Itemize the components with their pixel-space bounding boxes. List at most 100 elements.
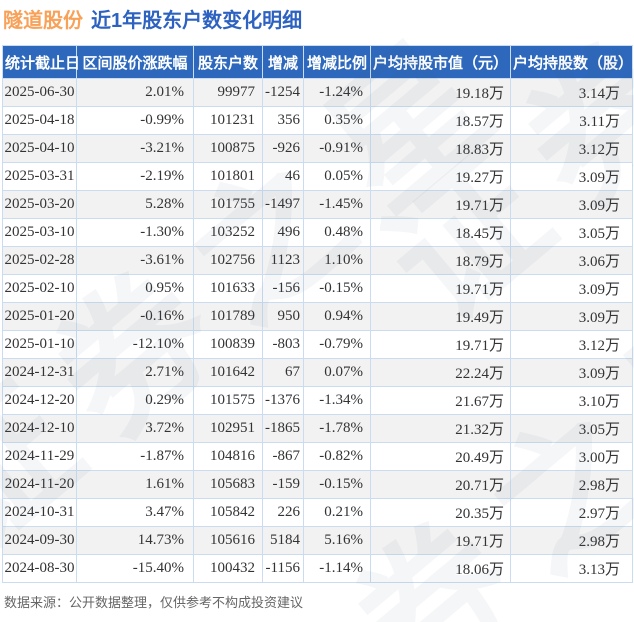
cell-date: 2025-04-18 xyxy=(2,106,77,135)
cell-holders: 102951 xyxy=(193,414,263,443)
page-title: 隧道股份 近1年股东户数变化明细 xyxy=(0,0,634,34)
cell-avg-shares: 3.09万 xyxy=(510,162,633,191)
cell-avg-shares: 2.98万 xyxy=(510,526,633,555)
cell-avg-shares: 3.09万 xyxy=(510,302,633,331)
cell-range-change: 3.72% xyxy=(76,414,194,443)
cell-avg-market-value: 18.79万 xyxy=(370,246,511,275)
cell-date: 2025-04-10 xyxy=(2,134,77,163)
column-header-change: 增减 xyxy=(262,45,304,79)
cell-range-change: -12.10% xyxy=(76,330,194,359)
cell-change-ratio: 0.07% xyxy=(303,358,371,387)
column-header-date: 统计截止日 xyxy=(2,45,80,79)
table-row: 2024-09-30 14.73% 105616 5184 5.16% 19.71万 2.9… xyxy=(2,526,633,555)
cell-change-ratio: 0.05% xyxy=(303,162,371,191)
cell-range-change: -0.16% xyxy=(76,302,194,331)
cell-range-change: 0.29% xyxy=(76,386,194,415)
cell-avg-shares: 3.10万 xyxy=(510,386,633,415)
cell-avg-shares: 3.12万 xyxy=(510,134,633,163)
cell-range-change: -0.99% xyxy=(76,106,194,135)
cell-avg-market-value: 21.67万 xyxy=(370,386,511,415)
cell-range-change: 3.47% xyxy=(76,498,194,527)
cell-holders: 100875 xyxy=(193,134,263,163)
table-row: 2024-10-31 3.47% 105842 226 0.21% 20.35万 2.97万 xyxy=(2,498,633,527)
cell-avg-shares: 3.13万 xyxy=(510,554,633,583)
cell-avg-market-value: 18.06万 xyxy=(370,554,511,583)
cell-date: 2024-12-20 xyxy=(2,386,77,415)
cell-date: 2025-03-10 xyxy=(2,218,77,247)
table-row: 2025-01-10 -12.10% 100839 -803 -0.79% 19.71万 3… xyxy=(2,330,633,359)
cell-date: 2025-02-28 xyxy=(2,246,77,275)
cell-avg-shares: 3.11万 xyxy=(510,106,633,135)
table-row: 2025-04-18 -0.99% 101231 356 0.35% 18.57万 3.11… xyxy=(2,106,633,135)
column-header-change-ratio: 增减比例 xyxy=(303,45,371,79)
cell-holders: 100432 xyxy=(193,554,263,583)
cell-range-change: -15.40% xyxy=(76,554,194,583)
cell-avg-market-value: 22.24万 xyxy=(370,358,511,387)
table-row: 2025-04-10 -3.21% 100875 -926 -0.91% 18.83万 3.… xyxy=(2,134,633,163)
data-source-disclaimer: 数据来源：公开数据整理，仅供参考不构成投资建议 xyxy=(4,595,304,610)
cell-change: -1497 xyxy=(262,190,304,219)
cell-date: 2024-11-29 xyxy=(2,442,77,471)
cell-change: -1376 xyxy=(262,386,304,415)
cell-date: 2024-11-20 xyxy=(2,470,77,499)
table-header: 统计截止日 区间股价涨跌幅 股东户数 增减 增减比例 户均持股市值（元） 户均持股数（股） xyxy=(2,45,633,79)
cell-range-change: -3.21% xyxy=(76,134,194,163)
cell-avg-shares: 3.14万 xyxy=(510,78,633,107)
cell-change-ratio: 5.16% xyxy=(303,526,371,555)
cell-holders: 105616 xyxy=(193,526,263,555)
cell-holders: 101575 xyxy=(193,386,263,415)
cell-avg-shares: 3.00万 xyxy=(510,442,633,471)
cell-avg-shares: 3.09万 xyxy=(510,358,633,387)
cell-range-change: -3.61% xyxy=(76,246,194,275)
cell-avg-market-value: 18.45万 xyxy=(370,218,511,247)
cell-range-change: -1.30% xyxy=(76,218,194,247)
cell-avg-shares: 3.05万 xyxy=(510,218,633,247)
cell-date: 2024-08-30 xyxy=(2,554,77,583)
column-header-avg-shares: 户均持股数（股） xyxy=(510,45,633,79)
cell-change: 356 xyxy=(262,106,304,135)
cell-range-change: -1.87% xyxy=(76,442,194,471)
table-row: 2025-02-10 0.95% 101633 -156 -0.15% 19.71万 3.0… xyxy=(2,274,633,303)
cell-change-ratio: -0.82% xyxy=(303,442,371,471)
cell-avg-shares: 3.09万 xyxy=(510,274,633,303)
cell-change-ratio: -1.45% xyxy=(303,190,371,219)
cell-change: 5184 xyxy=(262,526,304,555)
cell-holders: 101755 xyxy=(193,190,263,219)
table-row: 2024-11-29 -1.87% 104816 -867 -0.82% 20.49万 3.… xyxy=(2,442,633,471)
table-row: 2025-06-30 2.01% 99977 -1254 -1.24% 19.18万 3.1… xyxy=(2,78,633,107)
cell-date: 2025-01-10 xyxy=(2,330,77,359)
cell-avg-market-value: 19.71万 xyxy=(370,190,511,219)
cell-change: -803 xyxy=(262,330,304,359)
cell-avg-market-value: 20.35万 xyxy=(370,498,511,527)
cell-change: 46 xyxy=(262,162,304,191)
table-header-row: 统计截止日 区间股价涨跌幅 股东户数 增减 增减比例 户均持股市值（元） 户均持股数（股） xyxy=(2,45,633,79)
cell-avg-market-value: 19.27万 xyxy=(370,162,511,191)
cell-avg-market-value: 19.71万 xyxy=(370,526,511,555)
table-row: 2025-03-31 -2.19% 101801 46 0.05% 19.27万 3.09万 xyxy=(2,162,633,191)
cell-date: 2024-12-31 xyxy=(2,358,77,387)
cell-avg-shares: 2.98万 xyxy=(510,470,633,499)
cell-range-change: 2.01% xyxy=(76,78,194,107)
cell-holders: 104816 xyxy=(193,442,263,471)
title-subtitle: 近1年股东户数变化明细 xyxy=(91,10,303,32)
cell-change: 950 xyxy=(262,302,304,331)
cell-date: 2025-03-31 xyxy=(2,162,77,191)
cell-date: 2025-06-30 xyxy=(2,78,77,107)
cell-date: 2024-09-30 xyxy=(2,526,77,555)
cell-change: -159 xyxy=(262,470,304,499)
cell-range-change: -2.19% xyxy=(76,162,194,191)
cell-change-ratio: 0.35% xyxy=(303,106,371,135)
cell-change-ratio: -1.78% xyxy=(303,414,371,443)
cell-avg-shares: 3.05万 xyxy=(510,414,633,443)
cell-date: 2024-12-10 xyxy=(2,414,77,443)
table-row: 2024-12-10 3.72% 102951 -1865 -1.78% 21.32万 3.… xyxy=(2,414,633,443)
cell-change: -926 xyxy=(262,134,304,163)
cell-date: 2025-03-20 xyxy=(2,190,77,219)
cell-change-ratio: -0.15% xyxy=(303,470,371,499)
cell-change-ratio: -1.24% xyxy=(303,78,371,107)
cell-change-ratio: 0.94% xyxy=(303,302,371,331)
cell-change-ratio: -0.15% xyxy=(303,274,371,303)
cell-avg-market-value: 19.71万 xyxy=(370,274,511,303)
table-row: 2024-12-31 2.71% 101642 67 0.07% 22.24万 3.09万 xyxy=(2,358,633,387)
